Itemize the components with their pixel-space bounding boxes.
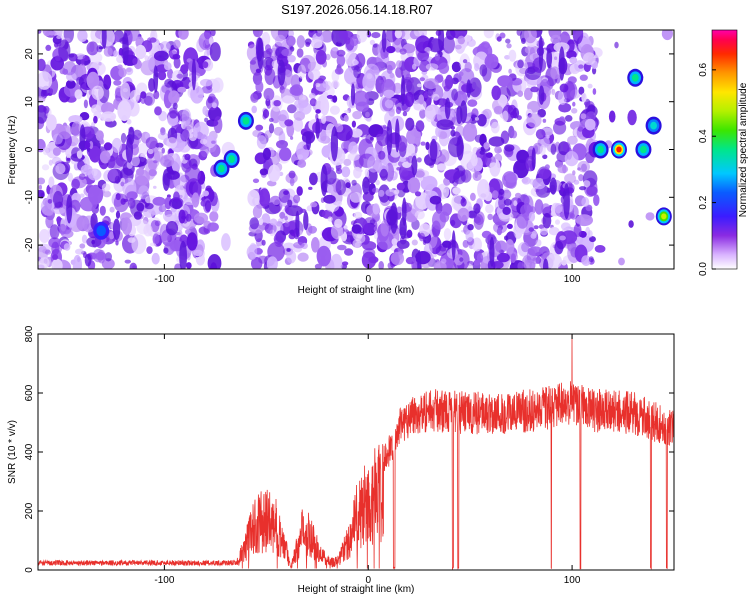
- colorbar-ticks: 0.0 0.2 0.4 0.6: [698, 62, 716, 276]
- x-tick-label: 100: [564, 575, 581, 586]
- y-tick-label: 800: [24, 325, 35, 342]
- snr-xlabel: Height of straight line (km): [298, 584, 415, 595]
- spectrogram-heatmap: [38, 30, 673, 269]
- colorbar-tick-label: 0.0: [698, 262, 709, 276]
- spectral-hotspot: [96, 225, 106, 237]
- y-tick-label: 10: [24, 96, 35, 108]
- spectral-hotspot: [631, 73, 639, 82]
- spectral-hotspot: [597, 145, 605, 154]
- x-tick-label: 0: [365, 575, 371, 586]
- spectrogram-ylabel: Frequency (Hz): [7, 116, 18, 185]
- x-tick-label: 100: [564, 274, 581, 285]
- spectrogram-xlabel: Height of straight line (km): [298, 285, 415, 296]
- y-tick-label: -10: [24, 190, 35, 205]
- spectral-hotspot: [616, 146, 622, 153]
- x-tick-label: -100: [154, 274, 174, 285]
- y-tick-label: 0: [24, 146, 35, 152]
- spectral-hotspot: [228, 155, 236, 163]
- colorbar-tick-label: 0.6: [698, 62, 709, 76]
- y-tick-label: 200: [24, 502, 35, 519]
- snr-line: [38, 334, 674, 570]
- x-tick-label: 0: [365, 274, 371, 285]
- y-tick-label: 400: [24, 443, 35, 460]
- snr-plot-area: [38, 334, 674, 570]
- spectral-hotspot: [661, 213, 667, 220]
- spectral-hotspot: [640, 145, 647, 154]
- colorbar-tick-label: 0.2: [698, 195, 709, 209]
- snr-line-series: [38, 334, 674, 570]
- colorbar: [711, 29, 738, 270]
- snr-ylabel: SNR (10 * v/v): [7, 420, 18, 484]
- snr-axes: -100 0 100 0 200 400 600 800: [24, 325, 674, 586]
- y-tick-label: 600: [24, 384, 35, 401]
- x-tick-label: -100: [154, 575, 174, 586]
- y-tick-label: 20: [24, 48, 35, 60]
- spectral-hotspot: [218, 164, 225, 173]
- colorbar-label: Normalized spectral amplitude: [738, 82, 749, 217]
- spectral-hotspot: [650, 121, 658, 130]
- spectral-hotspot: [242, 116, 250, 125]
- y-tick-label: -20: [24, 237, 35, 252]
- colorbar-tick-label: 0.4: [698, 129, 709, 143]
- figure-title: S197.2026.056.14.18.R07: [281, 2, 433, 17]
- y-tick-label: 0: [24, 567, 35, 573]
